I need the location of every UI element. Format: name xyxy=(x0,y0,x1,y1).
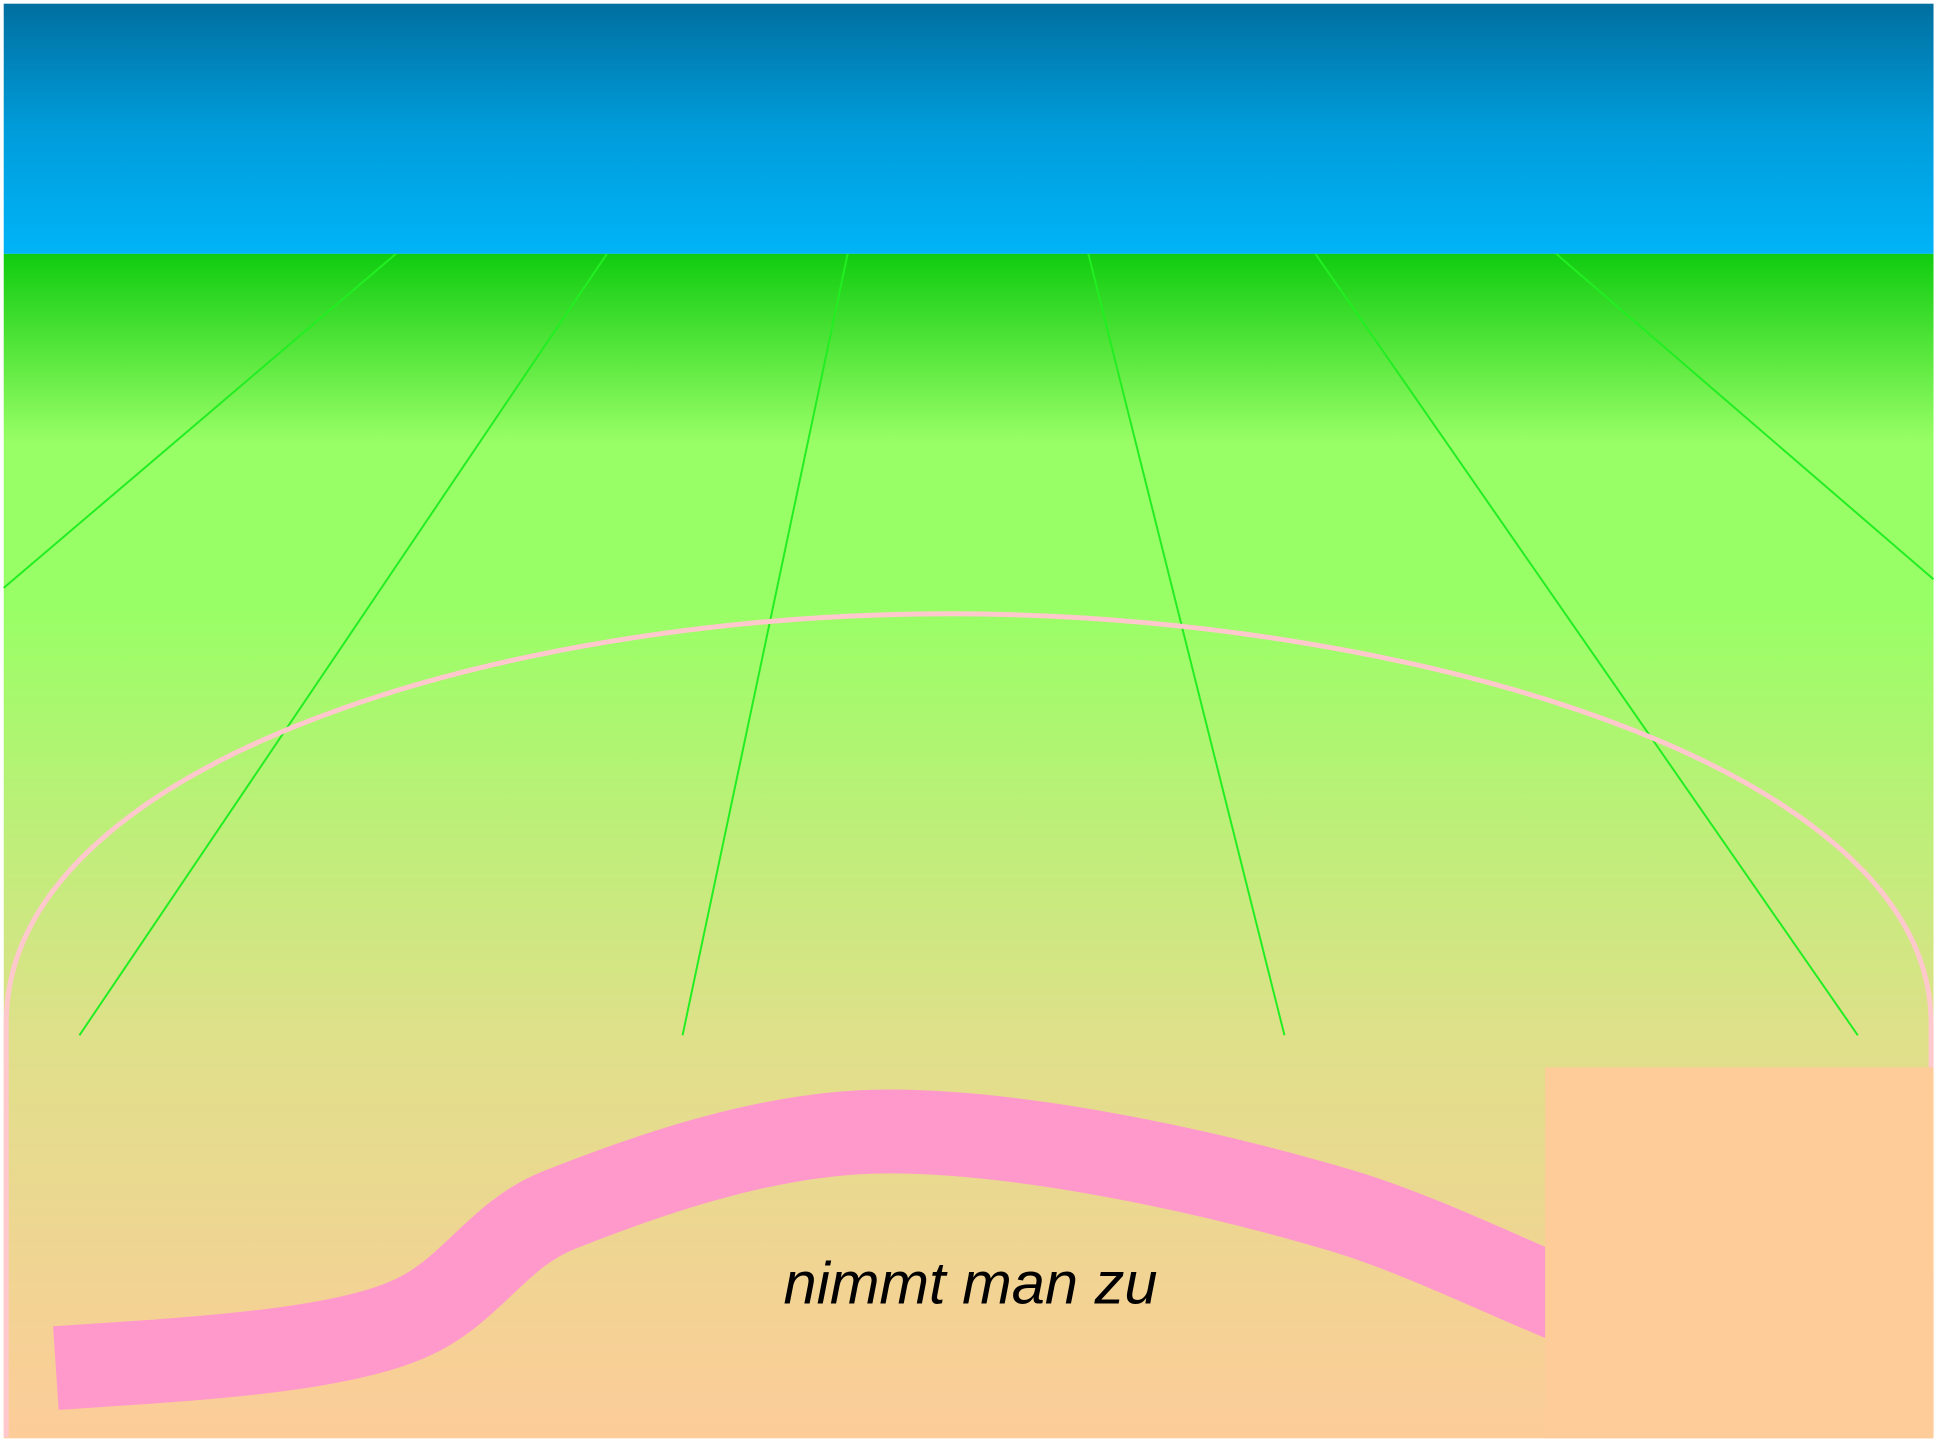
scene: nimmt man zu xyxy=(0,0,1936,1442)
page: nimmt man zu (() => { const data = JSON.… xyxy=(0,0,1936,1442)
sky xyxy=(4,4,1934,254)
caption: nimmt man zu xyxy=(783,1250,1157,1317)
peach-block xyxy=(1545,1067,1933,1438)
